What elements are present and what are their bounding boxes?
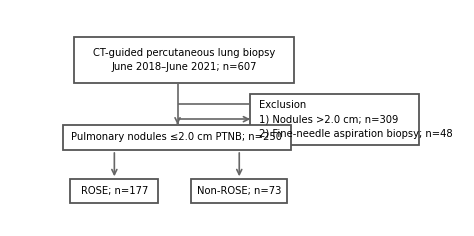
Text: Exclusion
1) Nodules >2.0 cm; n=309
2) Fine-needle aspiration biopsy; n=48: Exclusion 1) Nodules >2.0 cm; n=309 2) F…	[259, 100, 453, 139]
FancyBboxPatch shape	[250, 94, 419, 145]
FancyBboxPatch shape	[191, 179, 287, 203]
Text: Pulmonary nodules ≤2.0 cm PTNB; n=250: Pulmonary nodules ≤2.0 cm PTNB; n=250	[71, 132, 283, 142]
FancyBboxPatch shape	[70, 179, 158, 203]
FancyBboxPatch shape	[74, 37, 294, 83]
FancyBboxPatch shape	[63, 125, 291, 150]
Text: ROSE; n=177: ROSE; n=177	[81, 186, 148, 196]
Text: Non-ROSE; n=73: Non-ROSE; n=73	[197, 186, 282, 196]
Text: CT-guided percutaneous lung biopsy
June 2018–June 2021; n=607: CT-guided percutaneous lung biopsy June …	[93, 48, 275, 72]
